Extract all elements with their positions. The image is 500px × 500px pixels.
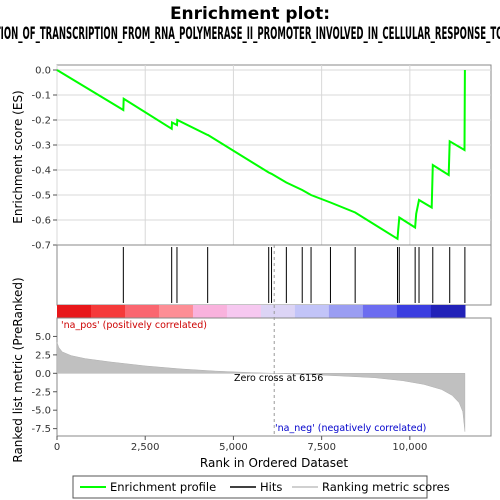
x-axis-label: Rank in Ordered Dataset (200, 456, 348, 470)
colorbar-segment (90, 305, 126, 318)
colorbar-segment (158, 305, 194, 318)
ranking-metric-area (56, 342, 466, 432)
legend: Enrichment profile Hits Ranking metric s… (72, 475, 450, 499)
rank-tick-label: 5.0 (35, 332, 51, 343)
colorbar-segment (57, 305, 92, 318)
es-tick-label: -0.4 (31, 166, 51, 177)
legend-label-enrichment-profile: Enrichment profile (110, 480, 216, 494)
es-panel: 0.0 -0.1 -0.2 -0.3 -0.4 -0.5 -0.6 -0.7 Enrichme… (11, 64, 492, 252)
x-tick-label: 5,000 (219, 442, 248, 453)
es-y-ticks: 0.0 -0.1 -0.2 -0.3 -0.4 -0.5 -0.6 -0.7 (31, 66, 57, 252)
es-tick-label: -0.6 (31, 216, 51, 227)
hit-marks (122, 247, 466, 303)
colorbar-segment (192, 305, 228, 318)
x-tick-label: 7,500 (307, 442, 336, 453)
zero-cross-label: Zero cross at 6156 (234, 373, 323, 384)
es-tick-label: -0.2 (31, 116, 51, 127)
es-grid (56, 65, 491, 246)
neg-label: 'na_neg' (negatively correlated) (275, 423, 426, 434)
chart-title-line-1: Enrichment plot: (170, 4, 330, 24)
x-ticks: 0 2,500 5,000 7,500 10,000 (54, 436, 427, 453)
legend-label-hits: Hits (260, 480, 282, 494)
colorbar-segment (294, 305, 330, 318)
es-tick-label: -0.5 (31, 191, 51, 202)
enrichment-profile-line (56, 69, 466, 241)
es-tick-label: -0.3 (31, 141, 51, 152)
colorbar-segment (430, 305, 466, 318)
rank-panel: 5.0 2.5 0.0 -2.5 -5.0 -7.5 'na_pos' (positive… (11, 245, 492, 463)
rank-y-axis-label: Ranked list metric (PreRanked) (11, 277, 25, 462)
colorbar-segment (328, 305, 364, 318)
x-tick-label: 0 (54, 442, 60, 453)
legend-label-ranking-metric: Ranking metric scores (322, 480, 450, 494)
es-tick-label: 0.0 (35, 66, 51, 77)
colorbar-segment (396, 305, 432, 318)
rank-tick-label: 2.5 (35, 350, 51, 361)
pos-label: 'na_pos' (positively correlated) (61, 320, 207, 331)
rank-tick-label: 0.0 (35, 369, 51, 380)
rank-tick-label: -5.0 (31, 406, 51, 417)
rank-tick-label: -7.5 (31, 424, 51, 435)
es-tick-label: -0.1 (31, 91, 51, 102)
rank-y-ticks: 5.0 2.5 0.0 -2.5 -5.0 -7.5 (31, 332, 57, 435)
colorbar-segment (124, 305, 160, 318)
es-y-axis-label: Enrichment score (ES) (11, 90, 25, 223)
rank-colorbar (57, 305, 466, 318)
colorbar-segment (260, 305, 296, 318)
chart-title-line-2: GO_POSITIVE_REGULATION_OF_TRANSCRIPTION_… (0, 24, 500, 44)
es-panel-frame (56, 64, 492, 246)
x-tick-label: 10,000 (392, 442, 427, 453)
x-tick-label: 2,500 (131, 442, 160, 453)
colorbar-segment (226, 305, 262, 318)
rank-tick-label: -2.5 (31, 387, 51, 398)
es-tick-label: -0.7 (31, 241, 51, 252)
colorbar-segment (362, 305, 398, 318)
